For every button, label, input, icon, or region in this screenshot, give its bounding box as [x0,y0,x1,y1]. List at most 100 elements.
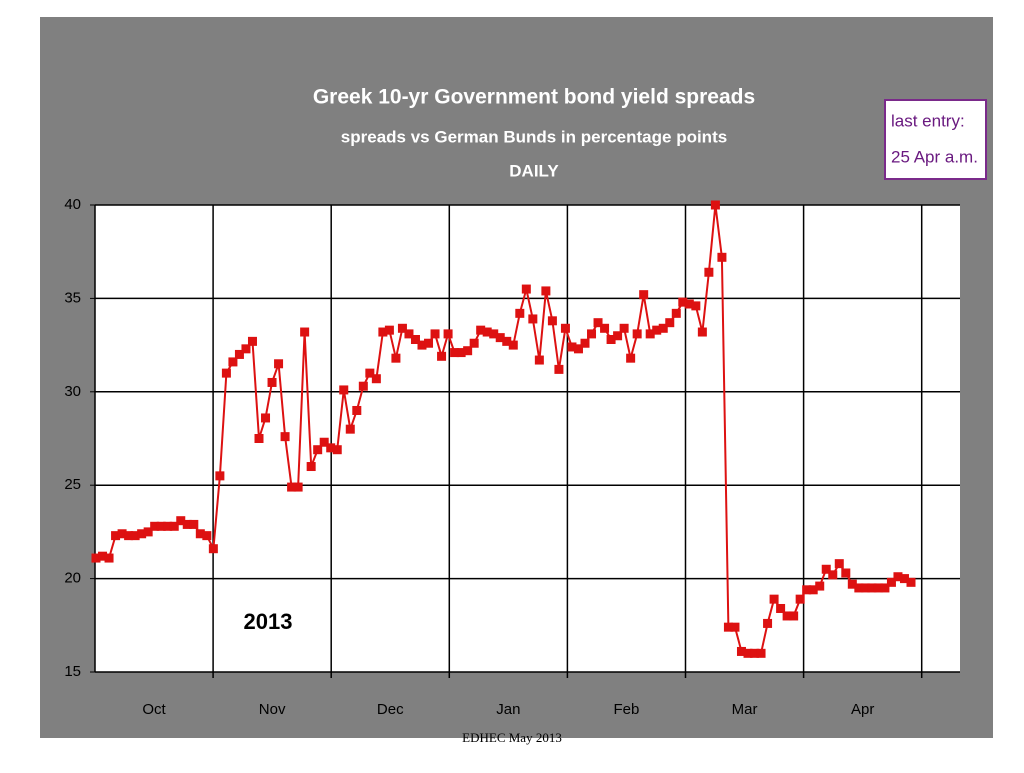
marker [593,318,603,328]
marker [645,329,655,339]
marker [137,529,147,539]
marker [704,267,714,277]
marker [424,338,434,348]
marker [606,334,616,344]
marker [880,583,890,593]
marker [573,344,583,354]
marker [182,519,192,529]
year-label: 2013 [244,609,293,634]
y-tick-label: 35 [64,289,81,306]
marker [899,574,909,584]
marker [847,579,857,589]
marker [528,314,538,324]
marker [274,359,284,369]
marker [587,329,597,339]
marker [234,349,244,359]
chart-subtitle: spreads vs German Bunds in percentage po… [341,127,727,146]
note: last entry: [891,111,965,130]
marker [202,531,212,541]
marker [534,355,544,365]
marker [619,323,629,333]
marker [195,529,205,539]
x-tick-label: Dec [377,701,404,718]
marker [267,377,277,387]
marker [332,445,342,455]
marker [515,308,525,318]
marker [560,323,570,333]
marker [482,327,492,337]
marker [756,648,766,658]
marker [580,338,590,348]
marker [854,583,864,593]
marker [665,318,675,328]
marker [763,618,773,628]
marker [143,527,153,537]
marker [502,336,512,346]
marker [730,622,740,632]
marker [437,351,447,361]
plot: 15 20 25 30 35 40 Oct Nov Dec Jan Feb Mar Apr [64,196,960,718]
marker [287,482,297,492]
marker [736,646,746,656]
marker [652,325,662,335]
marker [280,432,290,442]
marker [567,342,577,352]
marker [241,344,251,354]
marker [684,299,694,309]
x-tick-label: Oct [142,701,166,718]
marker [130,531,140,541]
marker [828,570,838,580]
marker [430,329,440,339]
marker [254,434,264,443]
marker [547,316,557,326]
y-tick-label: 30 [64,383,81,400]
marker [867,583,877,593]
marker [189,519,199,529]
marker [228,357,238,367]
marker [326,443,336,453]
marker [169,521,179,531]
marker [104,553,114,563]
marker [319,437,329,447]
chart-subtitle: DAILY [509,161,559,180]
note: 25 Apr a.m. [891,147,978,166]
marker [808,585,818,595]
x-tick-label: Feb [614,701,640,718]
marker [313,445,323,455]
marker [450,348,460,358]
marker [150,521,160,531]
marker [815,581,825,591]
plot-area [95,205,960,672]
marker [397,323,407,333]
marker [671,308,681,318]
marker [456,348,466,358]
marker [795,594,805,604]
note-box [884,99,987,180]
marker [802,585,812,595]
marker [345,424,355,434]
marker [489,329,499,339]
marker [300,327,310,337]
marker [873,583,883,593]
marker [776,603,786,613]
marker [750,648,760,658]
marker [339,385,349,395]
marker [476,325,486,335]
marker [215,471,225,481]
marker [769,594,779,604]
y-tick-label: 20 [64,570,81,587]
marker [626,353,636,363]
marker [91,553,101,563]
marker [710,200,720,210]
marker [261,413,271,423]
marker [789,611,799,621]
marker [613,331,623,341]
marker [893,572,903,582]
chart-title: Greek 10-yr Government bond yield spread… [313,86,755,109]
marker [554,364,564,374]
y-tick-label: 25 [64,476,81,493]
marker [495,333,505,343]
marker [98,551,108,561]
marker [404,329,414,339]
marker [247,336,257,346]
